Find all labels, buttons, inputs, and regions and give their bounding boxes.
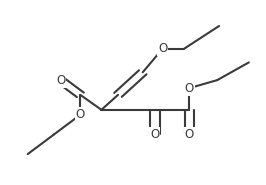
Text: O: O xyxy=(76,108,85,121)
Text: O: O xyxy=(158,42,167,55)
Text: O: O xyxy=(56,74,65,87)
Text: O: O xyxy=(185,128,194,141)
Text: O: O xyxy=(185,82,194,95)
Text: O: O xyxy=(150,128,160,141)
